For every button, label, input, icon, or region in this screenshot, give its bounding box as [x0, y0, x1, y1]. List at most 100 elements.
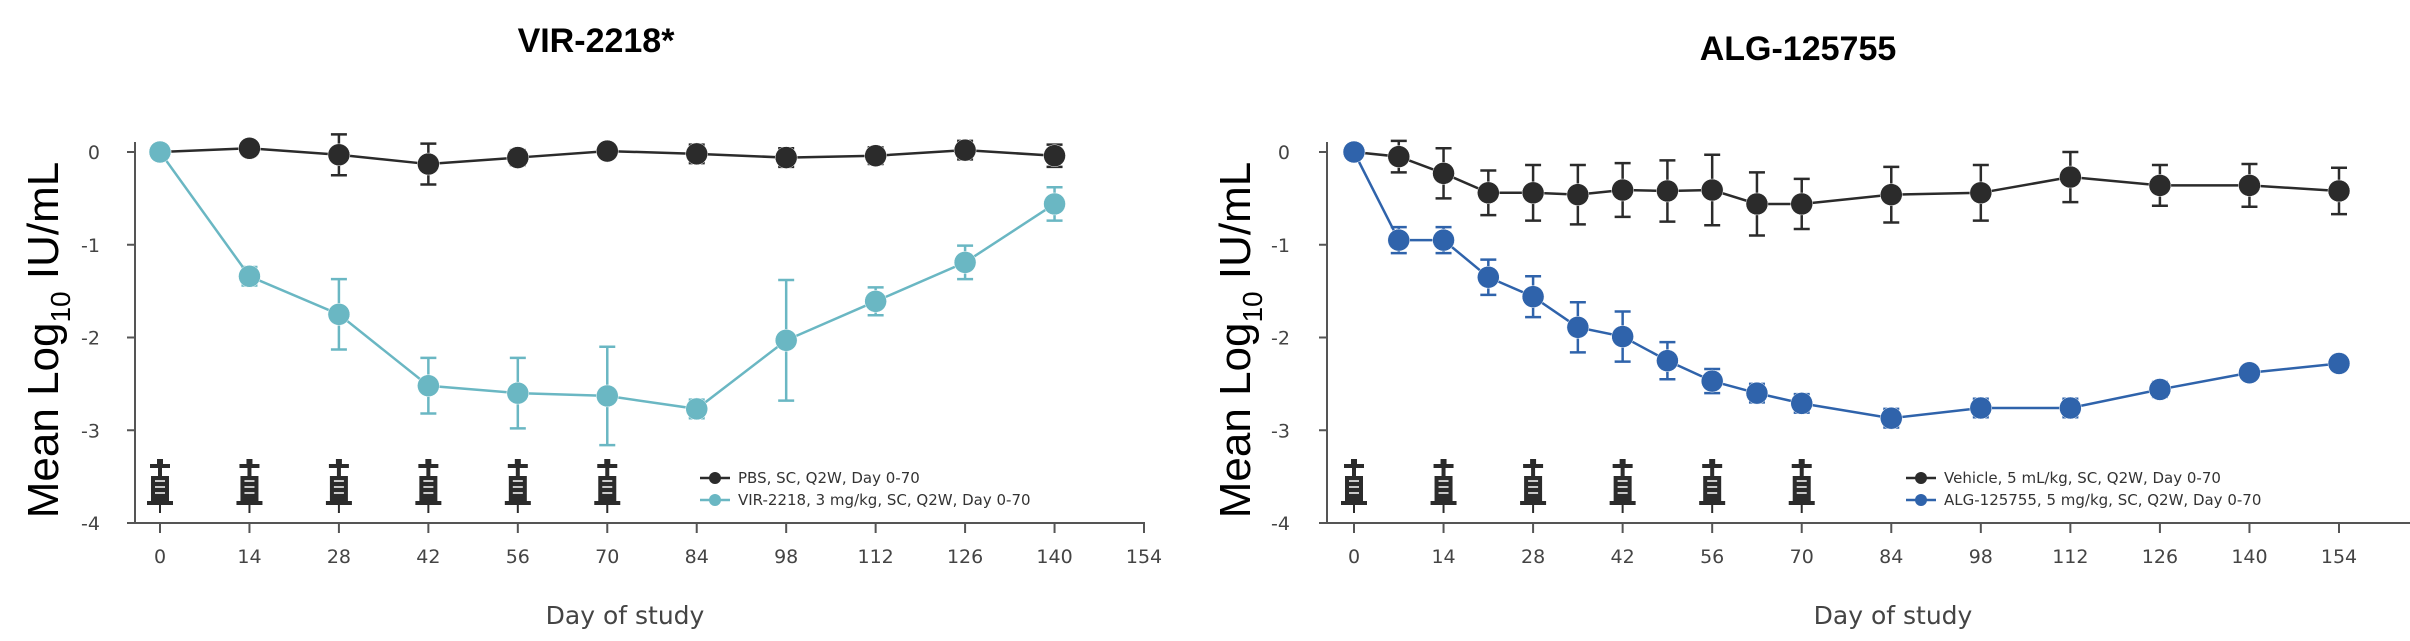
data-point: [1656, 179, 1679, 203]
data-point: [2059, 396, 2082, 420]
data-point: [1969, 396, 1993, 420]
syringe-icon: [1698, 458, 1727, 514]
chart-title: VIR-2218*: [518, 22, 676, 60]
x-tick-label: 28: [327, 546, 351, 568]
x-tick-label: 56: [506, 546, 530, 568]
data-point: [596, 139, 619, 163]
data-point: [417, 374, 440, 397]
x-tick-label: 56: [1700, 546, 1724, 568]
dosing-markers: [1340, 458, 1816, 514]
x-tick-label: 42: [1611, 546, 1635, 568]
legend-marker: [709, 494, 721, 506]
data-point: [1521, 181, 1545, 205]
x-tick-label: 140: [2231, 546, 2267, 568]
y-tick-label: -4: [81, 513, 100, 535]
x-tick-label: 154: [1126, 546, 1162, 568]
y-tick-label: -1: [81, 235, 100, 257]
data-point: [1432, 162, 1455, 185]
data-point: [417, 152, 440, 176]
x-tick-label: 14: [1431, 546, 1455, 568]
y-axis: 0 -1 -2 -3 -4: [1271, 142, 1328, 535]
y-axis-label: Mean Log10 IU/mL: [1211, 162, 1268, 518]
y-tick-label: -2: [81, 328, 100, 350]
chart-panel-vir-2218: VIR-2218* Mean Log10 IU/mL Day of study …: [19, 22, 1162, 630]
data-point: [2238, 361, 2261, 384]
data-point: [685, 142, 708, 166]
data-point: [238, 265, 261, 288]
data-point: [1611, 325, 1634, 348]
data-point: [1880, 183, 1903, 206]
y-tick-label: -4: [1271, 513, 1290, 535]
syringe-icon: [1787, 458, 1816, 514]
x-tick-label: 0: [154, 546, 166, 568]
series-1: [148, 140, 1066, 447]
chart-title: ALG-125755: [1700, 30, 1897, 68]
x-axis-label: Day of study: [1814, 601, 1973, 630]
syringe-icon: [1429, 458, 1458, 514]
dosing-markers: [146, 458, 622, 514]
data-point: [1790, 392, 1813, 415]
series-0: [148, 133, 1066, 186]
data-point: [506, 146, 530, 169]
data-point: [1477, 265, 1500, 289]
data-point: [1790, 192, 1813, 216]
x-axis: 0 14 28 42 56 70 84 98 112 126 140 154: [1327, 522, 2410, 568]
series-layer: [148, 133, 1066, 447]
data-point: [685, 397, 708, 421]
data-point: [1700, 369, 1724, 393]
chart-panel-alg-125755: ALG-125755 Mean Log10 IU/mL Day of study…: [1211, 30, 2410, 630]
data-point: [1566, 183, 1590, 206]
data-point: [327, 303, 351, 326]
legend-label: Vehicle, 5 mL/kg, SC, Q2W, Day 0-70: [1944, 469, 2221, 487]
data-point: [774, 329, 798, 352]
legend-marker: [1915, 472, 1927, 484]
syringe-icon: [1519, 458, 1548, 514]
series-line: [1353, 150, 2340, 206]
legend: PBS, SC, Q2W, Day 0-70 VIR-2218, 3 mg/kg,…: [700, 469, 1031, 509]
data-point: [864, 144, 887, 167]
y-axis-label: Mean Log10 IU/mL: [19, 162, 76, 518]
data-point: [953, 251, 977, 274]
x-tick-label: 0: [1348, 546, 1360, 568]
x-tick-label: 70: [1790, 546, 1814, 568]
syringe-icon: [593, 458, 622, 514]
x-tick-label: 84: [1879, 546, 1903, 568]
syringe-icon: [235, 458, 264, 514]
x-tick-label: 126: [947, 546, 983, 568]
legend-marker: [1915, 494, 1927, 506]
x-axis: 0 14 28 42 56 70 84 98 112 126 140 154: [135, 522, 1162, 568]
data-point: [1043, 144, 1066, 167]
data-point: [506, 381, 530, 405]
x-tick-label: 14: [237, 546, 261, 568]
data-point: [596, 384, 619, 408]
syringe-icon: [1340, 458, 1368, 514]
y-axis: 0 -1 -2 -3 -4: [81, 142, 136, 535]
x-tick-label: 154: [2321, 546, 2357, 568]
syringe-icon: [414, 458, 443, 514]
data-point: [2327, 179, 2351, 203]
data-point: [1656, 349, 1679, 372]
data-point: [2148, 174, 2172, 197]
syringe-icon: [146, 458, 174, 514]
x-tick-label: 42: [416, 546, 440, 568]
data-point: [148, 140, 172, 164]
data-point: [1566, 316, 1590, 339]
data-point: [1745, 192, 1769, 216]
data-point: [1521, 285, 1545, 308]
data-point: [774, 146, 798, 169]
data-point: [2327, 352, 2351, 375]
legend-label: VIR-2218, 3 mg/kg, SC, Q2W, Day 0-70: [738, 491, 1031, 509]
x-tick-label: 126: [2142, 546, 2178, 568]
legend-marker: [709, 472, 721, 484]
data-point: [1432, 228, 1455, 252]
data-point: [1969, 181, 1993, 205]
legend-label: PBS, SC, Q2W, Day 0-70: [738, 469, 920, 487]
data-point: [2148, 378, 2172, 401]
series-layer: [1342, 139, 2351, 430]
data-point: [1043, 192, 1066, 216]
x-tick-label: 84: [685, 546, 709, 568]
data-point: [1880, 406, 1903, 430]
x-tick-label: 112: [858, 546, 894, 568]
data-point: [864, 290, 887, 313]
y-tick-label: -3: [81, 420, 100, 442]
